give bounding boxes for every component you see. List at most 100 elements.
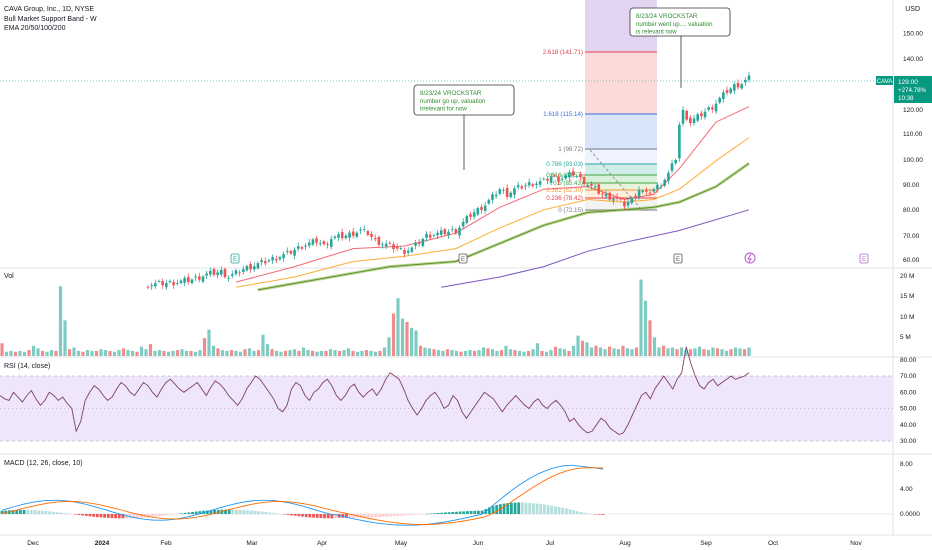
- candle[interactable]: [157, 281, 161, 282]
- candle[interactable]: [520, 186, 524, 189]
- candle[interactable]: [190, 279, 194, 284]
- candle[interactable]: [322, 241, 326, 245]
- candle[interactable]: [315, 238, 318, 243]
- currency-label[interactable]: USD: [905, 6, 920, 13]
- candle[interactable]: [733, 84, 736, 91]
- candle[interactable]: [575, 176, 579, 178]
- candle[interactable]: [370, 233, 373, 237]
- candle[interactable]: [747, 75, 751, 80]
- candle[interactable]: [403, 250, 406, 254]
- candle[interactable]: [608, 192, 612, 200]
- candle[interactable]: [296, 246, 300, 249]
- candle[interactable]: [249, 264, 252, 270]
- candle[interactable]: [546, 178, 549, 181]
- candle[interactable]: [348, 232, 351, 238]
- candle[interactable]: [384, 243, 388, 247]
- candle[interactable]: [436, 232, 439, 236]
- candle[interactable]: [201, 276, 205, 282]
- candle[interactable]: [571, 171, 575, 176]
- candle[interactable]: [414, 242, 417, 246]
- candle[interactable]: [267, 260, 271, 262]
- candle[interactable]: [656, 184, 659, 190]
- candle[interactable]: [179, 280, 183, 284]
- candle[interactable]: [205, 273, 208, 276]
- candle[interactable]: [373, 237, 377, 240]
- candle[interactable]: [359, 229, 362, 231]
- candle[interactable]: [681, 109, 685, 124]
- candle[interactable]: [623, 201, 626, 207]
- candle[interactable]: [538, 181, 542, 185]
- candle[interactable]: [410, 247, 414, 252]
- annotation-callout[interactable]: [629, 7, 731, 37]
- candle[interactable]: [238, 272, 241, 274]
- candle[interactable]: [395, 247, 399, 249]
- candle[interactable]: [300, 247, 304, 249]
- earnings-marker[interactable]: [230, 253, 240, 264]
- candle[interactable]: [285, 251, 289, 253]
- candle[interactable]: [689, 117, 692, 123]
- candle[interactable]: [458, 227, 461, 236]
- candle[interactable]: [549, 176, 553, 183]
- candle[interactable]: [527, 182, 531, 186]
- candle[interactable]: [707, 107, 710, 110]
- candle[interactable]: [289, 251, 293, 254]
- candle[interactable]: [711, 107, 714, 110]
- candle[interactable]: [564, 175, 568, 179]
- candle[interactable]: [568, 172, 571, 178]
- candle[interactable]: [593, 186, 597, 188]
- indicator-bmsb-label[interactable]: Bull Market Support Band - W: [4, 16, 97, 23]
- candle[interactable]: [241, 269, 245, 272]
- candle[interactable]: [425, 233, 428, 238]
- candle[interactable]: [417, 242, 421, 244]
- candle[interactable]: [307, 242, 311, 246]
- candle[interactable]: [674, 160, 678, 164]
- candle[interactable]: [212, 268, 216, 275]
- candle[interactable]: [256, 263, 260, 269]
- candle[interactable]: [586, 184, 590, 187]
- candle[interactable]: [648, 192, 652, 194]
- candle[interactable]: [483, 205, 487, 212]
- candle[interactable]: [150, 285, 153, 287]
- candle[interactable]: [590, 183, 593, 186]
- candle[interactable]: [278, 257, 282, 260]
- candle[interactable]: [494, 194, 498, 197]
- candle[interactable]: [505, 187, 509, 198]
- candle[interactable]: [659, 186, 663, 188]
- candle[interactable]: [696, 114, 699, 121]
- candle[interactable]: [601, 193, 604, 195]
- candle[interactable]: [406, 250, 410, 253]
- ticker-badge[interactable]: [876, 76, 893, 85]
- candle[interactable]: [333, 236, 337, 239]
- dividend-lightning-icon[interactable]: [744, 252, 756, 264]
- candle[interactable]: [725, 90, 729, 93]
- candle[interactable]: [524, 185, 527, 187]
- candle[interactable]: [670, 163, 674, 171]
- candle[interactable]: [282, 254, 285, 259]
- candle[interactable]: [263, 261, 267, 264]
- candle[interactable]: [168, 280, 172, 283]
- candle[interactable]: [502, 189, 505, 191]
- candle[interactable]: [366, 231, 370, 235]
- candle[interactable]: [652, 189, 656, 192]
- candle[interactable]: [234, 270, 238, 275]
- candle[interactable]: [553, 175, 557, 177]
- candle[interactable]: [560, 178, 564, 180]
- candle[interactable]: [421, 238, 425, 246]
- candle[interactable]: [487, 199, 491, 204]
- candle[interactable]: [718, 97, 721, 103]
- candle[interactable]: [531, 184, 535, 187]
- candle[interactable]: [252, 266, 256, 270]
- candle[interactable]: [351, 231, 355, 236]
- candle[interactable]: [318, 243, 322, 245]
- candle[interactable]: [381, 244, 384, 246]
- candle[interactable]: [491, 194, 494, 200]
- price-badge[interactable]: [894, 76, 932, 103]
- candle[interactable]: [641, 190, 645, 193]
- candle[interactable]: [703, 111, 707, 118]
- candle[interactable]: [729, 88, 732, 93]
- candle[interactable]: [377, 236, 381, 245]
- candle[interactable]: [542, 178, 546, 180]
- candle[interactable]: [450, 229, 454, 231]
- candle[interactable]: [362, 229, 366, 230]
